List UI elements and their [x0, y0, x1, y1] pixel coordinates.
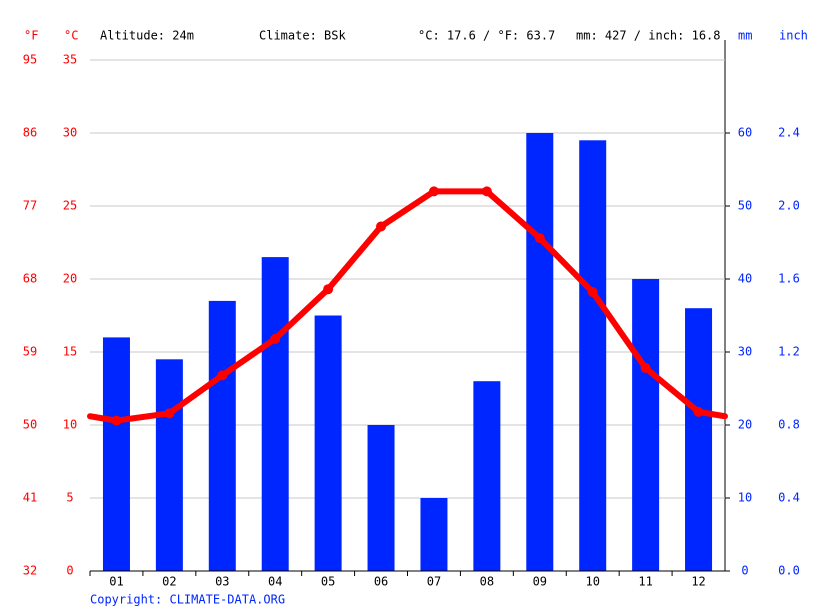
- temp-point: [111, 415, 122, 426]
- x-tick-label: 08: [480, 575, 494, 589]
- y2-tick-label: 20: [738, 418, 752, 432]
- inch-tick-label: 2.4: [778, 126, 800, 140]
- precip-bar: [208, 300, 236, 571]
- precip-bar: [102, 337, 130, 571]
- y-tick-label-f: 50: [23, 418, 37, 432]
- grid: [90, 59, 725, 499]
- y2-tick-label: 60: [738, 126, 752, 140]
- precip-bar: [579, 140, 607, 572]
- temp-point: [640, 363, 651, 374]
- temp-point: [270, 333, 281, 344]
- x-tick-label: 02: [162, 575, 176, 589]
- x-tick-label: 06: [374, 575, 388, 589]
- temp-point: [534, 233, 545, 244]
- y-tick-label-c: 10: [63, 418, 77, 432]
- unit-mm: mm: [738, 29, 752, 43]
- temp-point: [376, 221, 387, 232]
- temp-point: [481, 186, 492, 197]
- y2-tick-label: 10: [738, 491, 752, 505]
- inch-tick-label: 0.0: [778, 564, 800, 578]
- precip-bar: [473, 381, 501, 571]
- temp-point: [693, 406, 704, 417]
- x-tick-label: 05: [321, 575, 335, 589]
- inch-tick-label: 1.6: [778, 272, 800, 286]
- y-tick-label-c: 35: [63, 53, 77, 67]
- unit-f: °F: [24, 29, 38, 43]
- info-climate: Climate: BSk: [259, 29, 346, 43]
- temp-point: [217, 370, 228, 381]
- y-tick-label-f: 77: [23, 199, 37, 213]
- y2-tick-label: 0: [741, 564, 748, 578]
- temp-point: [587, 287, 598, 298]
- y2-tick-label: 30: [738, 345, 752, 359]
- temp-point: [323, 284, 334, 295]
- y-tick-label-f: 95: [23, 53, 37, 67]
- temp-line: [116, 188, 701, 424]
- precip-bar: [155, 359, 183, 571]
- x-tick-label: 04: [268, 575, 282, 589]
- info-precip: mm: 427 / inch: 16.8: [576, 29, 721, 43]
- x-tick-label: 09: [533, 575, 547, 589]
- x-tick-label: 01: [109, 575, 123, 589]
- info-altitude: Altitude: 24m: [100, 29, 194, 43]
- precip-bar: [526, 133, 554, 571]
- y-tick-label-f: 59: [23, 345, 37, 359]
- precip-bar: [261, 257, 289, 571]
- y-tick-label-c: 25: [63, 199, 77, 213]
- unit-inch: inch: [779, 29, 808, 43]
- inch-tick-label: 2.0: [778, 199, 800, 213]
- unit-c: °C: [64, 29, 78, 43]
- y-tick-label-f: 86: [23, 126, 37, 140]
- precip-bar: [632, 279, 660, 571]
- inch-tick-label: 0.8: [778, 418, 800, 432]
- y-tick-label-f: 68: [23, 272, 37, 286]
- info-temp: °C: 17.6 / °F: 63.7: [418, 29, 555, 43]
- y-tick-label-f: 41: [23, 491, 37, 505]
- y-tick-label-c: 30: [63, 126, 77, 140]
- precip-bar: [685, 308, 713, 571]
- x-tick-label: 12: [691, 575, 705, 589]
- temp-point: [428, 186, 439, 197]
- y2-tick-label: 50: [738, 199, 752, 213]
- inch-tick-label: 1.2: [778, 345, 800, 359]
- y-tick-label-c: 20: [63, 272, 77, 286]
- inch-tick-label: 0.4: [778, 491, 800, 505]
- y2-tick-label: 40: [738, 272, 752, 286]
- x-tick-label: 07: [427, 575, 441, 589]
- y-tick-label-f: 32: [23, 564, 37, 578]
- x-tick-label: 10: [585, 575, 599, 589]
- temp-point: [164, 408, 175, 419]
- precip-bar: [420, 498, 448, 571]
- copyright: Copyright: CLIMATE-DATA.ORG: [90, 593, 285, 607]
- y-tick-label-c: 5: [66, 491, 73, 505]
- precip-bar: [314, 315, 342, 571]
- y-tick-label-c: 0: [66, 564, 73, 578]
- precip-bar: [367, 425, 395, 571]
- y-tick-label-c: 15: [63, 345, 77, 359]
- x-tick-label: 03: [215, 575, 229, 589]
- x-tick-label: 11: [638, 575, 652, 589]
